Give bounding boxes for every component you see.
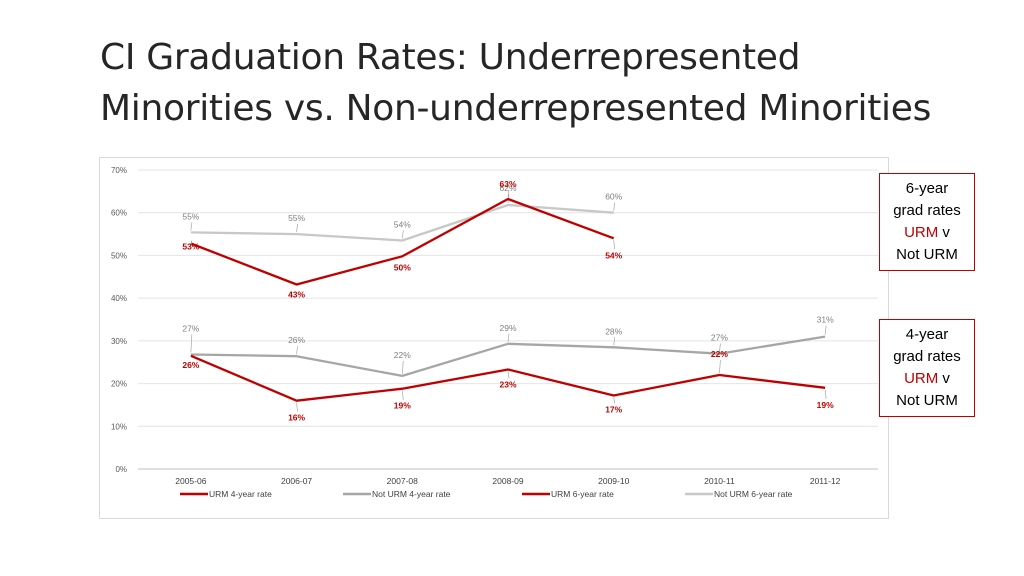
y-tick-label: 60% bbox=[111, 209, 127, 218]
x-tick-label: 2007-08 bbox=[387, 476, 418, 486]
data-label-urm6: 63% bbox=[499, 179, 516, 189]
slide-title-line-2: Minorities vs. Non-underrepresented Mino… bbox=[100, 88, 932, 129]
chart-frame: 0% 10% 20% 30% 40% 50% 60% 70% 2005-06 2006-07 200… bbox=[99, 157, 889, 519]
data-label-urm6: 54% bbox=[605, 250, 622, 260]
data-label-not6: 54% bbox=[394, 219, 411, 229]
data-label-leader bbox=[401, 230, 404, 239]
data-label-not4: 26% bbox=[288, 335, 305, 345]
data-label-urm6: 43% bbox=[288, 289, 305, 299]
callout-4-year-line-1: 4-year bbox=[905, 326, 949, 343]
slide-title-line-1: CI Graduation Rates: Underrepresented bbox=[100, 37, 801, 78]
data-label-leader bbox=[401, 390, 404, 400]
callout-6-year-line-2: grad rates bbox=[893, 202, 961, 219]
callout-6-year-v: v bbox=[942, 224, 950, 241]
callout-6-year-line-3: URM v bbox=[880, 222, 974, 244]
x-tick-label: 2005-06 bbox=[175, 476, 206, 486]
data-label-urm4: 16% bbox=[288, 413, 305, 423]
y-tick-label: 50% bbox=[111, 251, 127, 260]
series-line-not6 bbox=[190, 203, 614, 242]
y-tick-label: 20% bbox=[111, 380, 127, 389]
series-line-urm6 bbox=[190, 197, 615, 286]
y-tick-label: 10% bbox=[111, 422, 127, 431]
x-tick-label: 2009-10 bbox=[598, 476, 629, 486]
line-chart: 0% 10% 20% 30% 40% 50% 60% 70% 2005-06 2006-07 200… bbox=[111, 166, 878, 499]
data-label-not4: 22% bbox=[394, 350, 411, 360]
series-line-not4 bbox=[190, 335, 826, 378]
callout-4-year-line-2: grad rates bbox=[893, 348, 961, 365]
y-tick-label: 0% bbox=[115, 465, 127, 474]
data-label-leader bbox=[613, 397, 616, 404]
data-label-not6: 55% bbox=[182, 211, 199, 221]
data-label-urm4: 26% bbox=[182, 360, 199, 370]
data-label-leader bbox=[824, 389, 827, 399]
data-label-not6: 62% bbox=[499, 183, 516, 193]
data-label-not4: 27% bbox=[711, 333, 728, 343]
callout-4-year-v: v bbox=[942, 370, 950, 387]
y-tick-label: 40% bbox=[111, 294, 127, 303]
y-tick-label: 70% bbox=[111, 166, 127, 175]
data-label-not4: 29% bbox=[499, 323, 516, 333]
data-label-leader bbox=[190, 334, 193, 353]
legend-label-not6: Not URM 6-year rate bbox=[714, 489, 793, 499]
callout-4-year-line-3: URM v bbox=[880, 368, 974, 390]
callout-6-year-line-4: Not URM bbox=[896, 246, 958, 263]
legend-label-urm6: URM 6-year rate bbox=[551, 489, 614, 499]
data-label-leader bbox=[190, 222, 193, 231]
data-label-urm4: 22% bbox=[711, 349, 728, 359]
data-label-urm6: 53% bbox=[182, 241, 199, 251]
y-tick-label: 30% bbox=[111, 337, 127, 346]
callout-6-year: 6-year grad rates URM v Not URM bbox=[879, 173, 975, 271]
data-label-urm4: 17% bbox=[605, 405, 622, 415]
data-label-leader bbox=[507, 371, 510, 379]
data-label-urm4: 23% bbox=[499, 379, 516, 389]
legend-label-urm4: URM 4-year rate bbox=[209, 489, 272, 499]
data-label-not4: 27% bbox=[182, 324, 199, 334]
callout-4-year-line-4: Not URM bbox=[896, 392, 958, 409]
data-label-leader bbox=[719, 343, 721, 352]
data-label-not4: 31% bbox=[817, 315, 834, 325]
callout-6-year-line-1: 6-year bbox=[905, 180, 949, 197]
callout-4-year: 4-year grad rates URM v Not URM bbox=[879, 319, 975, 417]
x-tick-label: 2011-12 bbox=[810, 476, 841, 486]
data-label-leader bbox=[613, 202, 616, 211]
slide-title: CI Graduation Rates: Underrepresented Mi… bbox=[100, 32, 1010, 134]
data-label-leader bbox=[613, 337, 616, 346]
series-line-urm4 bbox=[190, 354, 826, 402]
data-label-leader bbox=[296, 402, 298, 412]
callout-6-year-urm: URM bbox=[904, 224, 939, 241]
data-label-not6: 55% bbox=[288, 213, 305, 223]
data-label-urm4: 19% bbox=[394, 401, 411, 411]
x-tick-label: 2006-07 bbox=[281, 476, 312, 486]
x-tick-label: 2010-11 bbox=[704, 476, 735, 486]
x-tick-label: 2008-09 bbox=[492, 476, 523, 486]
data-label-not6: 60% bbox=[605, 192, 622, 202]
data-label-not4: 28% bbox=[605, 326, 622, 336]
data-label-urm6: 50% bbox=[394, 262, 411, 272]
data-label-leader bbox=[296, 224, 298, 233]
data-label-leader bbox=[719, 360, 721, 374]
data-label-leader bbox=[507, 333, 510, 342]
legend-label-not4: Not URM 4-year rate bbox=[372, 489, 451, 499]
callout-4-year-urm: URM bbox=[904, 370, 939, 387]
data-label-leader bbox=[824, 325, 827, 335]
data-label-leader bbox=[401, 360, 404, 374]
data-label-leader bbox=[507, 189, 510, 198]
data-label-leader bbox=[613, 240, 616, 250]
data-label-leader bbox=[296, 346, 298, 355]
data-label-urm4: 19% bbox=[817, 400, 834, 410]
data-label-leader bbox=[190, 240, 193, 246]
